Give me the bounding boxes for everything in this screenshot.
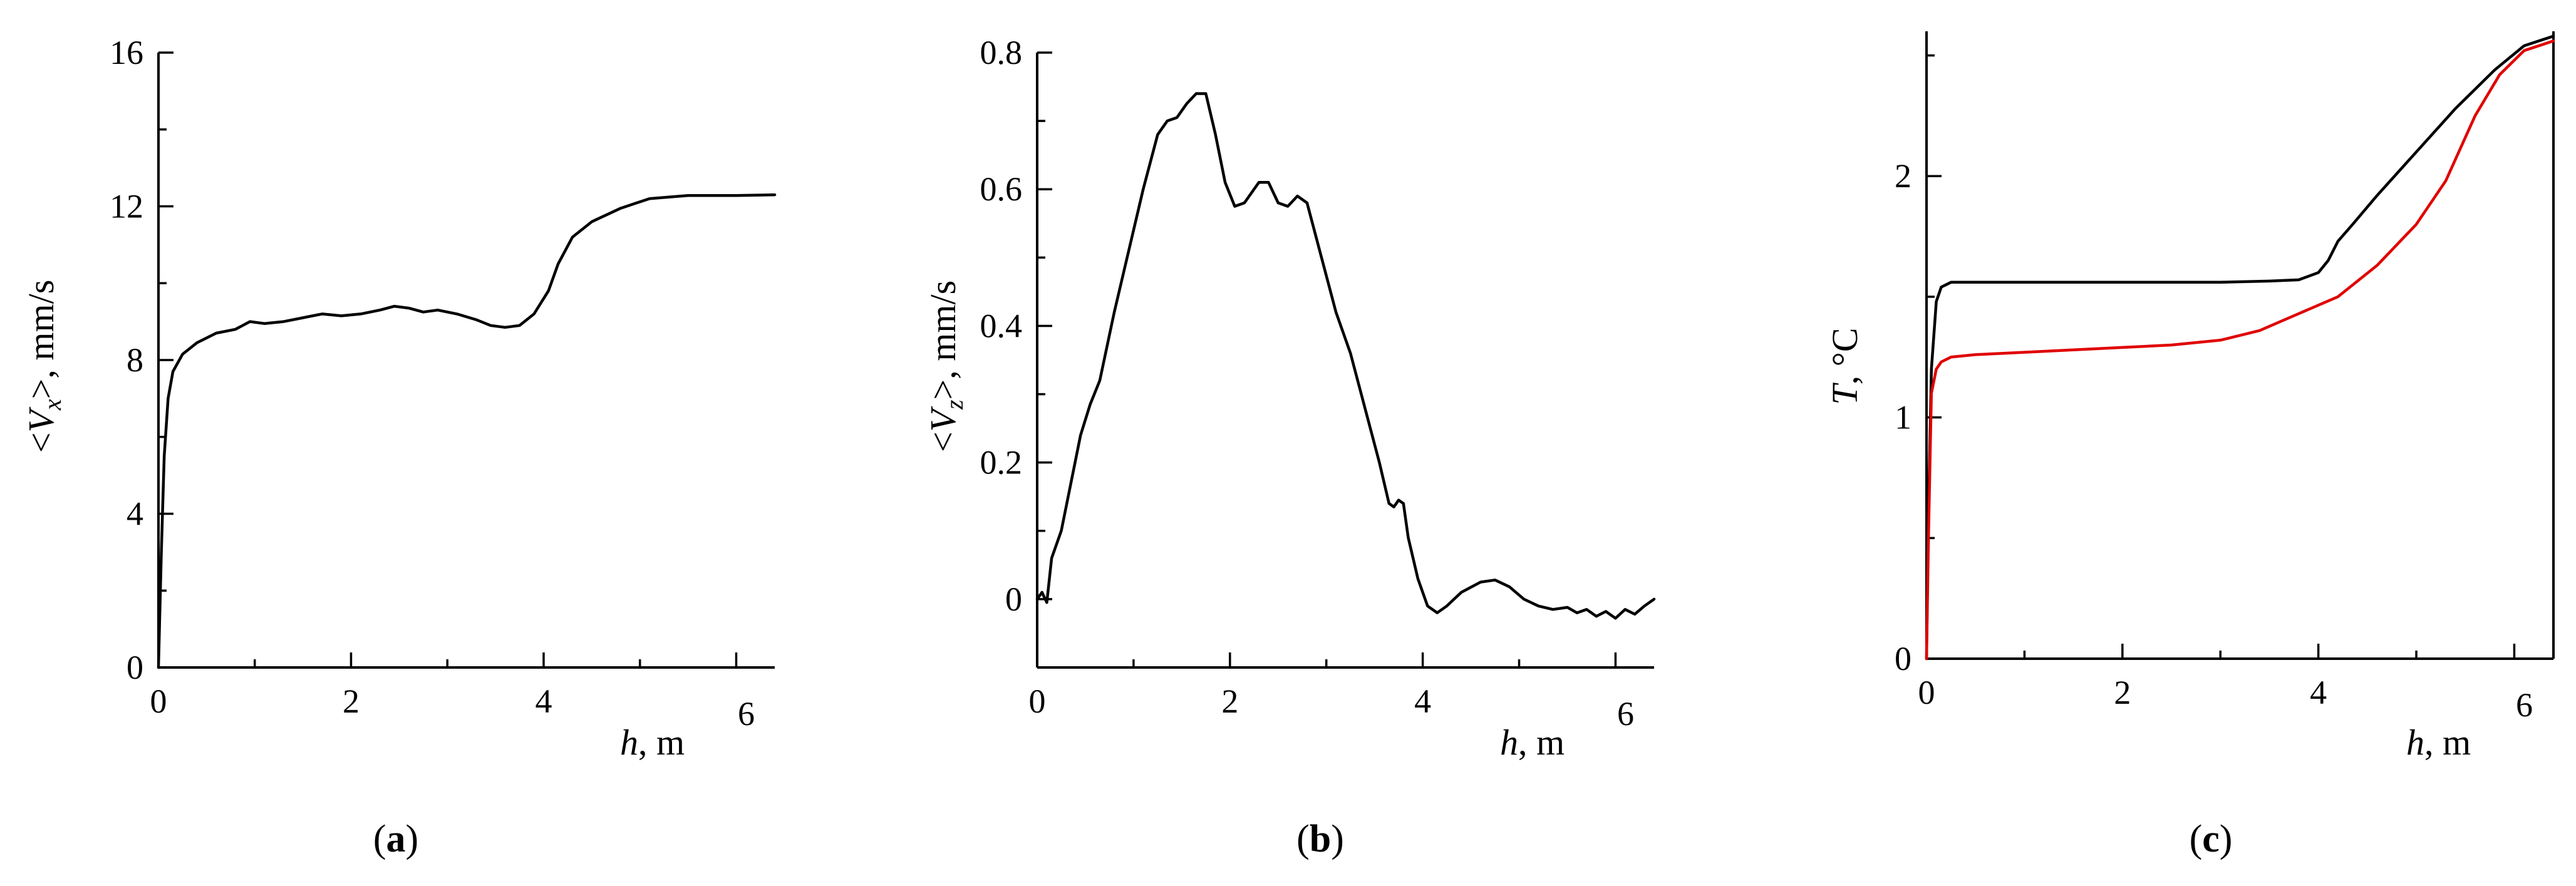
panel-label: (a): [373, 818, 418, 860]
panel-c: T, °C h, m (c) 0 2 4 6 0 1 2: [1824, 31, 2555, 860]
panel-label: (c): [2190, 818, 2233, 860]
y-tick-label: 0.8: [980, 34, 1023, 71]
x-axis-label: h, m: [1500, 722, 1565, 763]
series-line-0: [157, 193, 777, 669]
x-axis-label: h, m: [620, 722, 685, 763]
series-line-0: [1035, 92, 1656, 620]
x-tick-label: 2: [343, 683, 360, 720]
y-tick-label: 4: [127, 495, 143, 533]
x-tick-label: 4: [1414, 683, 1431, 720]
y-axis-label: T, °C: [1824, 327, 1865, 404]
x-axis-label: h, m: [2406, 722, 2471, 763]
x-tick-label: 6: [2516, 686, 2533, 724]
y-tick-label: 0.4: [980, 307, 1023, 344]
y-tick-label: 0.6: [980, 170, 1023, 208]
panel-b: <Vz>, mm/s h, m (b) 0 2 4 6 0 0.2 0.4 0.6 0.8: [923, 34, 1656, 860]
y-axis-label: <Vz>, mm/s: [923, 281, 968, 452]
y-tick-label: 16: [110, 34, 143, 71]
x-tick-label: 6: [1617, 695, 1634, 733]
x-tick-label: 4: [2310, 674, 2327, 711]
panel-a: <Vx>, mm/s h, m (a) 0 2 4 6 0 4 8 12 16: [21, 34, 777, 860]
series-line-0: [1925, 34, 2555, 661]
x-tick-label: 0: [1918, 674, 1935, 711]
y-tick-label: 2: [1895, 157, 1911, 195]
x-tick-label: 2: [1221, 683, 1238, 720]
y-tick-label: 1: [1895, 399, 1911, 436]
x-tick-label: 4: [535, 683, 552, 720]
y-axis-label: <Vx>, mm/s: [21, 280, 66, 453]
series-line-1: [1925, 39, 2555, 661]
y-tick-label: 0: [127, 649, 143, 686]
x-tick-label: 2: [2114, 674, 2131, 711]
panel-label: (b): [1296, 818, 1344, 860]
x-tick-label: 6: [738, 695, 755, 733]
y-tick-label: 0.2: [980, 444, 1023, 482]
y-tick-label: 12: [110, 188, 143, 225]
x-tick-label: 0: [150, 683, 167, 720]
x-tick-label: 0: [1029, 683, 1046, 720]
y-tick-label: 0: [1005, 580, 1022, 618]
y-tick-label: 8: [127, 341, 143, 379]
y-tick-label: 0: [1895, 640, 1911, 677]
